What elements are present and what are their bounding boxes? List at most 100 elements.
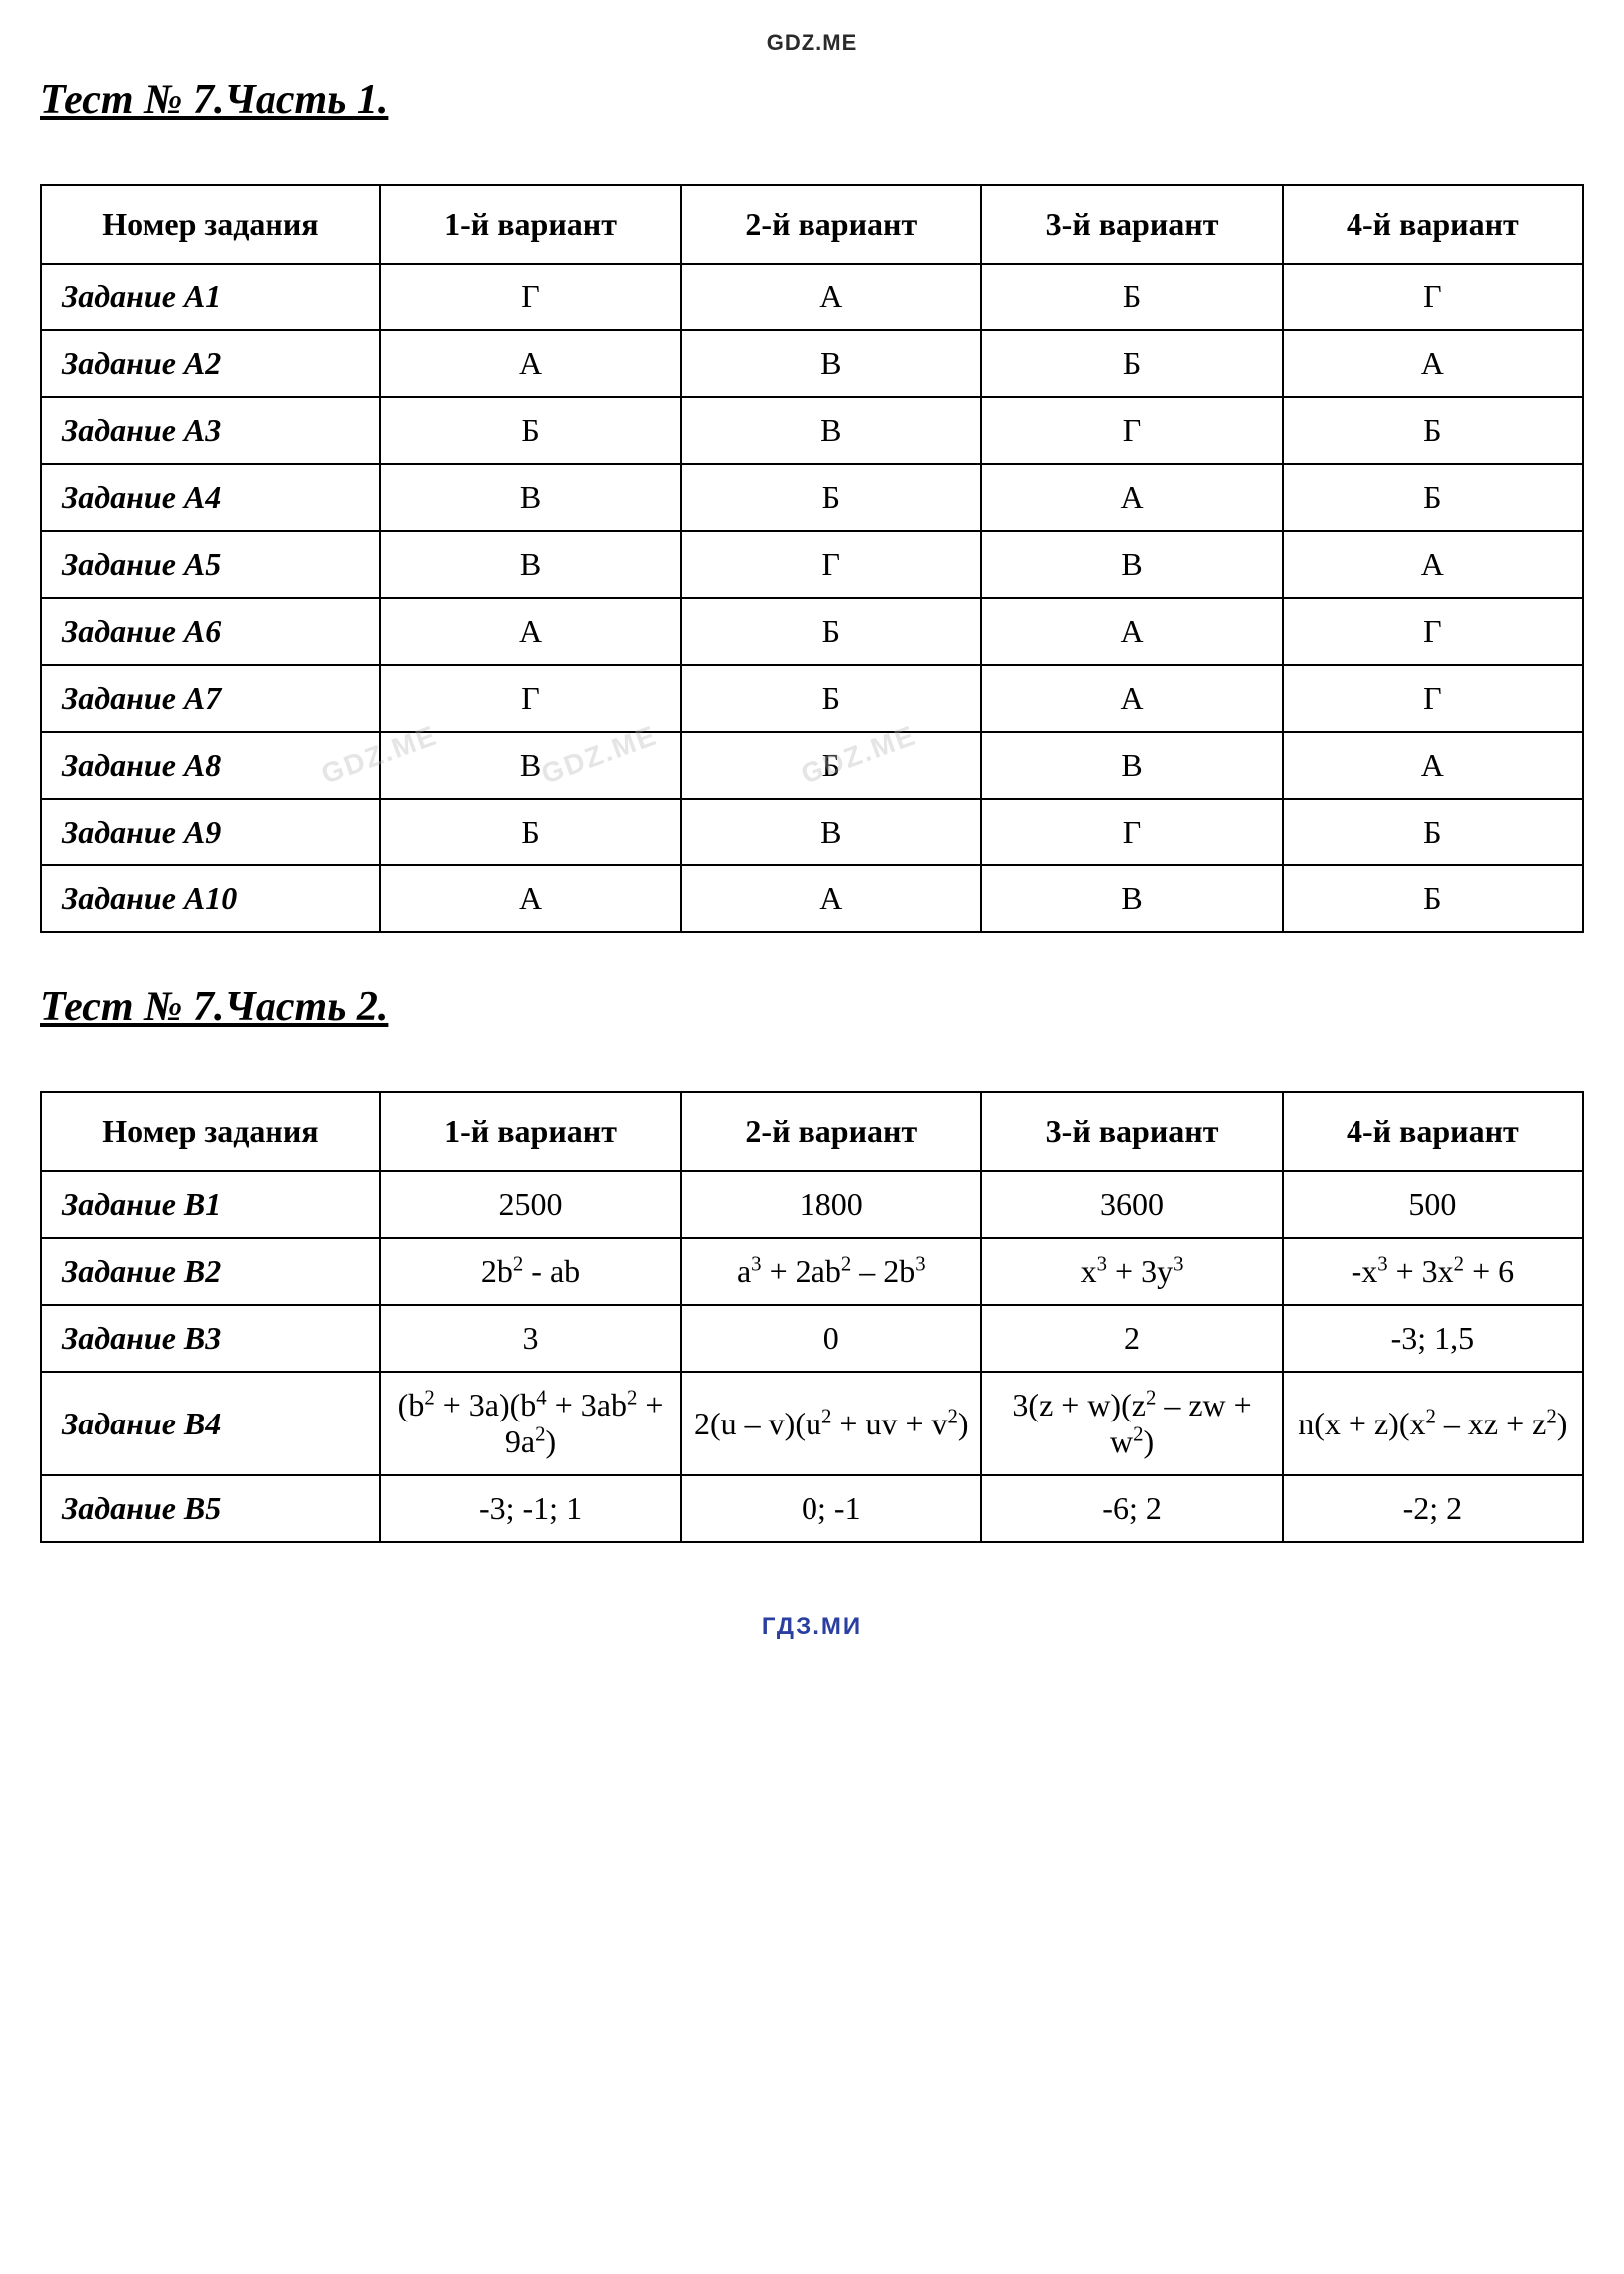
row-label: Задание B5	[41, 1475, 380, 1542]
cell-value: Б	[1283, 464, 1583, 531]
row-label: Задание A6	[41, 598, 380, 665]
cell-value: Б	[681, 598, 981, 665]
cell-value: Б	[681, 464, 981, 531]
col-header: 4-й вариант	[1283, 1092, 1583, 1171]
table-row: Задание A9БВГБ	[41, 799, 1583, 865]
section-title-part1: Тест № 7.Часть 1.	[40, 76, 1584, 124]
col-header: 1-й вариант	[380, 1092, 681, 1171]
col-header: Номер задания	[41, 185, 380, 264]
cell-value: Б	[981, 330, 1282, 397]
cell-value: (b2 + 3a)(b4 + 3ab2 + 9a2)	[380, 1372, 681, 1475]
row-label: Задание A1	[41, 264, 380, 330]
cell-value: В	[681, 799, 981, 865]
cell-value: 0	[681, 1305, 981, 1372]
table-part2: Номер задания 1-й вариант 2-й вариант 3-…	[40, 1091, 1584, 1543]
cell-value: x3 + 3y3	[981, 1238, 1282, 1305]
cell-value: В	[380, 464, 681, 531]
cell-value: 2(u – v)(u2 + uv + v2)	[681, 1372, 981, 1475]
cell-value: Г	[981, 799, 1282, 865]
row-label: Задание A8	[41, 732, 380, 799]
cell-value: 2500	[380, 1171, 681, 1238]
cell-value: Б	[681, 732, 981, 799]
row-label: Задание A10	[41, 865, 380, 932]
cell-value: Б	[380, 799, 681, 865]
col-header: 3-й вариант	[981, 1092, 1282, 1171]
cell-value: А	[681, 264, 981, 330]
col-header: 1-й вариант	[380, 185, 681, 264]
cell-value: А	[380, 330, 681, 397]
cell-value: В	[681, 397, 981, 464]
cell-value: А	[981, 598, 1282, 665]
col-header: 2-й вариант	[681, 1092, 981, 1171]
cell-value: Б	[1283, 799, 1583, 865]
cell-value: 0; -1	[681, 1475, 981, 1542]
cell-value: А	[1283, 732, 1583, 799]
table-row: Задание A7ГБАГ	[41, 665, 1583, 732]
section-title-part2: Тест № 7.Часть 2.	[40, 983, 1584, 1031]
table-header-row: Номер задания 1-й вариант 2-й вариант 3-…	[41, 185, 1583, 264]
table-header-row: Номер задания 1-й вариант 2-й вариант 3-…	[41, 1092, 1583, 1171]
cell-value: Г	[1283, 264, 1583, 330]
table-row: Задание A10ААВБ	[41, 865, 1583, 932]
cell-value: 3	[380, 1305, 681, 1372]
row-label: Задание B4	[41, 1372, 380, 1475]
document-page: GDZ.ME GDZ.ME GDZ.ME GDZ.ME Тест № 7.Час…	[0, 0, 1624, 1681]
cell-value: Б	[981, 264, 1282, 330]
table-row: Задание B1250018003600500	[41, 1171, 1583, 1238]
cell-value: В	[981, 531, 1282, 598]
cell-value: 3(z + w)(z2 – zw + w2)	[981, 1372, 1282, 1475]
col-header: 4-й вариант	[1283, 185, 1583, 264]
cell-value: -3; -1; 1	[380, 1475, 681, 1542]
row-label: Задание A9	[41, 799, 380, 865]
cell-value: -x3 + 3x2 + 6	[1283, 1238, 1583, 1305]
cell-value: Г	[681, 531, 981, 598]
cell-value: -6; 2	[981, 1475, 1282, 1542]
cell-value: Г	[1283, 598, 1583, 665]
row-label: Задание B3	[41, 1305, 380, 1372]
col-header: 2-й вариант	[681, 185, 981, 264]
cell-value: А	[981, 464, 1282, 531]
row-label: Задание A3	[41, 397, 380, 464]
row-label: Задание A4	[41, 464, 380, 531]
cell-value: 3600	[981, 1171, 1282, 1238]
cell-value: Г	[380, 264, 681, 330]
cell-value: 500	[1283, 1171, 1583, 1238]
brand-top: GDZ.ME	[40, 30, 1584, 66]
cell-value: А	[380, 598, 681, 665]
table-part1: Номер задания 1-й вариант 2-й вариант 3-…	[40, 184, 1584, 933]
table-row: Задание A4ВБАБ	[41, 464, 1583, 531]
table-row: Задание A6АБАГ	[41, 598, 1583, 665]
table-row: Задание A3БВГБ	[41, 397, 1583, 464]
cell-value: Б	[1283, 397, 1583, 464]
cell-value: -3; 1,5	[1283, 1305, 1583, 1372]
cell-value: Б	[681, 665, 981, 732]
brand-bottom: ГДЗ.МИ	[40, 1593, 1584, 1641]
col-header: Номер задания	[41, 1092, 380, 1171]
row-label: Задание A7	[41, 665, 380, 732]
row-label: Задание B1	[41, 1171, 380, 1238]
table-row: Задание A8ВБВА	[41, 732, 1583, 799]
cell-value: В	[681, 330, 981, 397]
cell-value: В	[380, 531, 681, 598]
cell-value: А	[1283, 330, 1583, 397]
cell-value: Г	[380, 665, 681, 732]
table-row: Задание A1ГАБГ	[41, 264, 1583, 330]
cell-value: a3 + 2ab2 – 2b3	[681, 1238, 981, 1305]
cell-value: А	[981, 665, 1282, 732]
cell-value: Г	[981, 397, 1282, 464]
cell-value: В	[981, 865, 1282, 932]
table-row: Задание A5ВГВА	[41, 531, 1583, 598]
cell-value: А	[681, 865, 981, 932]
cell-value: -2; 2	[1283, 1475, 1583, 1542]
cell-value: n(x + z)(x2 – xz + z2)	[1283, 1372, 1583, 1475]
row-label: Задание A2	[41, 330, 380, 397]
cell-value: А	[1283, 531, 1583, 598]
cell-value: Б	[380, 397, 681, 464]
table-row: Задание B5-3; -1; 10; -1-6; 2-2; 2	[41, 1475, 1583, 1542]
cell-value: А	[380, 865, 681, 932]
table-row: Задание B3302-3; 1,5	[41, 1305, 1583, 1372]
cell-value: 1800	[681, 1171, 981, 1238]
row-label: Задание A5	[41, 531, 380, 598]
cell-value: 2	[981, 1305, 1282, 1372]
table-row: Задание A2АВБА	[41, 330, 1583, 397]
